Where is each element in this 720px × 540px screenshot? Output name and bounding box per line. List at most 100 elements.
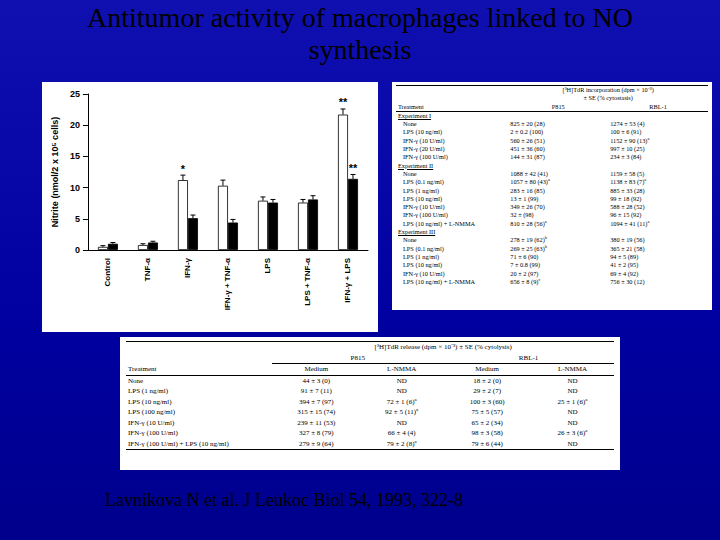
html-text:41 ± 2 (95): 41 ± 2 (95) bbox=[610, 261, 639, 269]
html-text:79 ± 2 (8)a: 79 ± 2 (8)a bbox=[386, 438, 417, 448]
html-text:451 ± 36 (60): 451 ± 36 (60) bbox=[510, 145, 545, 153]
html-text:32 ± (98): 32 ± (98) bbox=[510, 211, 534, 219]
html-text:LPS (10 ng/ml): LPS (10 ng/ml) bbox=[403, 261, 443, 269]
svg-text:IFN-γ: IFN-γ bbox=[183, 257, 192, 278]
html-text:synthesis: synthesis bbox=[308, 34, 412, 65]
svg-text:LPS: LPS bbox=[263, 257, 272, 273]
svg-text:*: * bbox=[181, 163, 186, 175]
html-text:IFN-γ (10 U/ml): IFN-γ (10 U/ml) bbox=[403, 203, 445, 211]
html-text:44 ± 3 (0): 44 ± 3 (0) bbox=[302, 376, 331, 385]
html-text:810 ± 28 (56)a: 810 ± 28 (56)a bbox=[510, 218, 547, 227]
html-text:65 ± 2 (34): 65 ± 2 (34) bbox=[471, 418, 503, 427]
html-text:380 ± 19 (56): 380 ± 19 (56) bbox=[610, 236, 645, 244]
html-text:96 ± 15 (92): 96 ± 15 (92) bbox=[610, 211, 642, 219]
html-text:Antitumor activity of macropha: Antitumor activity of macrophages linked… bbox=[87, 2, 633, 33]
html-text:LPS (10 ng/ml): LPS (10 ng/ml) bbox=[403, 194, 443, 202]
html-text:IFN-γ (100 U/ml): IFN-γ (100 U/ml) bbox=[403, 211, 448, 219]
html-text:P815: P815 bbox=[350, 353, 365, 362]
html-text:20 ± 2 (97): 20 ± 2 (97) bbox=[510, 269, 539, 277]
html-text:Experiment II: Experiment II bbox=[398, 161, 434, 169]
html-text:1057 ± 80 (43)a: 1057 ± 80 (43)a bbox=[510, 177, 550, 186]
html-text:92 ± 5 (11)a: 92 ± 5 (11)a bbox=[385, 406, 419, 416]
html-text:71 ± 6 (90): 71 ± 6 (90) bbox=[510, 252, 539, 260]
svg-text:Nitrite (nmol/2 x 10⁵ cells): Nitrite (nmol/2 x 10⁵ cells) bbox=[50, 117, 60, 227]
svg-text:**: ** bbox=[339, 96, 348, 108]
html-text:283 ± 16 (85): 283 ± 16 (85) bbox=[510, 186, 545, 194]
html-text:269 ± 25 (63)b: 269 ± 25 (63)b bbox=[510, 243, 547, 252]
html-text:72 ± 1 (6)a: 72 ± 1 (6)a bbox=[386, 396, 417, 406]
html-text:1152 ± 90 (13)a: 1152 ± 90 (13)a bbox=[610, 135, 650, 144]
svg-text:5: 5 bbox=[75, 214, 80, 224]
html-text:IFN-γ (100 U/ml): IFN-γ (100 U/ml) bbox=[403, 153, 448, 161]
html-text:ND: ND bbox=[396, 418, 407, 427]
html-text:IFN-γ (10 U/ml): IFN-γ (10 U/ml) bbox=[128, 418, 175, 427]
html-text:None: None bbox=[403, 236, 417, 244]
svg-text:25: 25 bbox=[70, 89, 80, 99]
html-text:ND: ND bbox=[567, 418, 578, 427]
html-text:LPS (1 ng/ml): LPS (1 ng/ml) bbox=[403, 252, 439, 260]
html-text:IFN-γ (10 U/ml): IFN-γ (10 U/ml) bbox=[403, 269, 445, 277]
html-text:1094 ± 41 (11)a: 1094 ± 41 (11)a bbox=[610, 218, 650, 227]
html-text:100 ± 3 (60): 100 ± 3 (60) bbox=[469, 397, 505, 406]
html-text:656 ± 8 (9)c: 656 ± 8 (9)c bbox=[510, 276, 541, 285]
html-text:239 ± 11 (53): 239 ± 11 (53) bbox=[297, 418, 336, 427]
html-text:ND: ND bbox=[396, 376, 407, 385]
html-text:588 ± 28 (52): 588 ± 28 (52) bbox=[610, 203, 645, 211]
html-text:LPS (10 ng/ml) + L-NMMA: LPS (10 ng/ml) + L-NMMA bbox=[403, 219, 476, 227]
svg-text:10: 10 bbox=[70, 183, 80, 193]
svg-text:15: 15 bbox=[70, 151, 80, 161]
svg-text:20: 20 bbox=[70, 120, 80, 130]
html-text:None: None bbox=[403, 120, 417, 128]
svg-text:Control: Control bbox=[103, 258, 112, 286]
html-text:279 ± 9 (64): 279 ± 9 (64) bbox=[298, 439, 334, 448]
html-text:997 ± 10 (25): 997 ± 10 (25) bbox=[610, 145, 645, 153]
html-text:IFN-γ (20 U/ml): IFN-γ (20 U/ml) bbox=[403, 145, 445, 153]
html-text:2 ± 0.2 (100): 2 ± 0.2 (100) bbox=[510, 128, 544, 136]
html-text:RBL-1: RBL-1 bbox=[518, 353, 539, 362]
html-text:69 ± 4 (92): 69 ± 4 (92) bbox=[610, 269, 639, 277]
svg-text:TNF-α: TNF-α bbox=[143, 258, 152, 281]
html-text:Lavnikova N et al. J Leukoc Bi: Lavnikova N et al. J Leukoc Biol 54, 199… bbox=[105, 490, 463, 510]
html-text:Treatment: Treatment bbox=[128, 364, 157, 373]
html-text:394 ± 7 (97): 394 ± 7 (97) bbox=[298, 397, 334, 406]
html-text:RBL-1: RBL-1 bbox=[649, 102, 667, 110]
html-text:Experiment I: Experiment I bbox=[398, 111, 431, 119]
html-text:99 ± 18 (92): 99 ± 18 (92) bbox=[610, 194, 642, 202]
html-text:P815: P815 bbox=[551, 102, 565, 110]
html-text:144 ± 31 (87): 144 ± 31 (87) bbox=[510, 153, 545, 161]
html-text:18 ± 2 (0): 18 ± 2 (0) bbox=[473, 376, 501, 385]
html-text:IFN-γ (100 U/ml) + LPS (10 ng/: IFN-γ (100 U/ml) + LPS (10 ng/ml) bbox=[128, 439, 229, 448]
html-text:IFN-γ (10 U/ml): IFN-γ (10 U/ml) bbox=[403, 136, 445, 144]
svg-text:LPS + TNF-α: LPS + TNF-α bbox=[303, 258, 312, 306]
html-text:349 ± 26 (70): 349 ± 26 (70) bbox=[510, 203, 545, 211]
html-text:Treatment: Treatment bbox=[398, 102, 424, 110]
html-text:ND: ND bbox=[567, 439, 578, 448]
html-text:365 ± 21 (58): 365 ± 21 (58) bbox=[610, 244, 645, 252]
html-text:LPS (1 ng/ml): LPS (1 ng/ml) bbox=[403, 186, 439, 194]
html-text:None: None bbox=[128, 376, 144, 385]
svg-text:IFN-γ + TNF-α: IFN-γ + TNF-α bbox=[223, 258, 232, 310]
html-text:1138 ± 83 (7)a: 1138 ± 83 (7)a bbox=[610, 177, 647, 186]
html-text:± SE (% cytostasis): ± SE (% cytostasis) bbox=[583, 94, 633, 102]
html-text:7 ± 0.8 (99): 7 ± 0.8 (99) bbox=[510, 261, 540, 269]
html-text:25 ± 1 (6)a: 25 ± 1 (6)a bbox=[557, 396, 588, 406]
svg-text:0: 0 bbox=[75, 245, 80, 255]
html-text:13 ± 1 (99): 13 ± 1 (99) bbox=[510, 194, 539, 202]
html-text:LPS (0.1 ng/ml): LPS (0.1 ng/ml) bbox=[403, 178, 444, 186]
svg-text:IFN-γ + LPS: IFN-γ + LPS bbox=[343, 257, 352, 302]
html-text:100 ± 6 (91): 100 ± 6 (91) bbox=[610, 128, 642, 136]
html-text:ND: ND bbox=[567, 376, 578, 385]
html-text:LPS (0.1 ng/ml): LPS (0.1 ng/ml) bbox=[403, 244, 444, 252]
html-text:234 ± 3 (84): 234 ± 3 (84) bbox=[610, 153, 642, 161]
html-text:LPS (10 ng/ml): LPS (10 ng/ml) bbox=[403, 128, 443, 136]
html-text:LPS (10 ng/ml): LPS (10 ng/ml) bbox=[128, 397, 172, 406]
html-text:79 ± 6 (44): 79 ± 6 (44) bbox=[471, 439, 503, 448]
html-text:825 ± 20 (28): 825 ± 20 (28) bbox=[510, 120, 545, 128]
html-text:1274 ± 53 (4): 1274 ± 53 (4) bbox=[610, 120, 645, 128]
html-text:278 ± 19 (62)b: 278 ± 19 (62)b bbox=[510, 235, 547, 244]
svg-text:**: ** bbox=[349, 162, 358, 174]
html-text:885 ± 33 (28): 885 ± 33 (28) bbox=[610, 186, 645, 194]
html-text:26 ± 3 (6)a: 26 ± 3 (6)a bbox=[557, 427, 588, 437]
html-text:94 ± 5 (89): 94 ± 5 (89) bbox=[610, 252, 639, 260]
html-text:560 ± 26 (51): 560 ± 26 (51) bbox=[510, 136, 545, 144]
